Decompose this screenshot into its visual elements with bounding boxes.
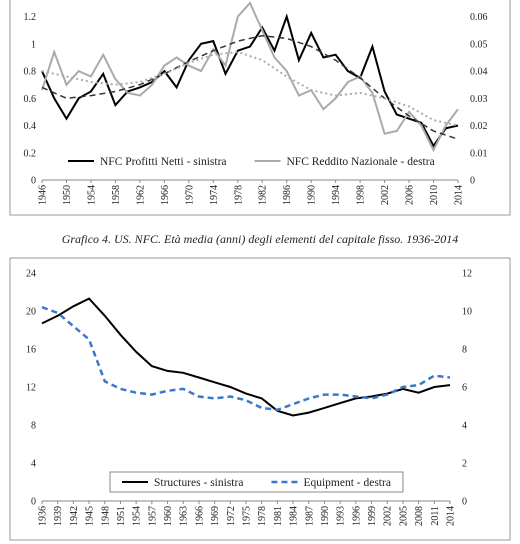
x-tick-label: 1972	[226, 506, 237, 526]
x-tick-label: 1966	[160, 185, 171, 205]
x-tick-label: 1958	[111, 185, 122, 205]
x-tick-label: 2005	[398, 506, 409, 526]
series-line	[41, 1, 459, 153]
y2-tick-label: 8	[462, 345, 467, 356]
y-tick-label: 4	[31, 459, 36, 470]
chart-caption: Grafico 4. US. NFC. Età media (anni) deg…	[62, 232, 459, 246]
x-tick-label: 1993	[336, 506, 347, 526]
x-tick-label: 1999	[367, 506, 378, 526]
series-line	[41, 297, 451, 417]
x-tick-label: 2014	[446, 506, 457, 526]
x-tick-label: 1962	[135, 185, 146, 205]
legend-label: NFC Reddito Nazionale - destra	[287, 156, 435, 168]
x-tick-label: 2002	[383, 506, 394, 526]
x-tick-label: 1946	[38, 185, 49, 205]
y2-tick-label: 10	[462, 307, 472, 318]
x-tick-label: 1998	[356, 185, 367, 205]
y-tick-label: 0.6	[24, 94, 37, 105]
x-tick-label: 1990	[320, 506, 331, 526]
x-tick-label: 1974	[209, 185, 220, 205]
y-tick-label: 0.2	[24, 148, 37, 159]
series-line	[41, 50, 459, 127]
x-tick-label: 1982	[258, 185, 269, 205]
x-tick-label: 2011	[430, 506, 441, 526]
y2-tick-label: 6	[462, 383, 467, 394]
y-tick-label: 20	[26, 307, 36, 318]
y2-tick-label: 4	[462, 421, 467, 432]
y2-tick-label: 2	[462, 459, 467, 470]
x-tick-label: 1951	[116, 506, 127, 526]
y-tick-label: 16	[26, 345, 36, 356]
y-tick-label: 1	[31, 39, 36, 50]
y2-tick-label: 0.01	[470, 148, 488, 159]
x-tick-label: 1960	[163, 506, 174, 526]
y-tick-label: 8	[31, 421, 36, 432]
x-tick-label: 1936	[38, 506, 49, 526]
x-tick-label: 1986	[282, 185, 293, 205]
y-tick-label: 0	[31, 176, 36, 187]
x-tick-label: 1954	[86, 185, 97, 205]
bottom-frame	[9, 257, 511, 541]
y2-tick-label: 0.05	[470, 39, 488, 50]
x-tick-label: 1987	[304, 506, 315, 526]
x-tick-label: 1981	[273, 506, 284, 526]
x-tick-label: 1978	[257, 506, 268, 526]
x-tick-label: 1996	[351, 506, 362, 526]
legend-box	[109, 471, 404, 493]
x-tick-label: 1945	[85, 506, 96, 526]
x-tick-label: 1954	[132, 506, 143, 526]
x-tick-label: 1950	[62, 185, 73, 205]
y2-tick-label: 0.02	[470, 121, 488, 132]
x-tick-label: 2006	[405, 185, 416, 205]
x-tick-label: 2010	[429, 185, 440, 205]
y2-tick-label: 0.03	[470, 94, 488, 105]
x-tick-label: 1939	[53, 506, 64, 526]
x-tick-label: 1966	[194, 506, 205, 526]
legend-label: NFC Profitti Netti - sinistra	[100, 156, 227, 168]
y-tick-label: 24	[26, 269, 36, 280]
x-tick-label: 1994	[331, 185, 342, 205]
x-tick-label: 1975	[242, 506, 253, 526]
series-line	[41, 34, 459, 140]
x-tick-label: 1948	[100, 506, 111, 526]
y-tick-label: 0.4	[24, 121, 37, 132]
x-tick-label: 1957	[147, 506, 158, 526]
x-tick-label: 2002	[380, 185, 391, 205]
y-tick-label: 0.8	[24, 67, 37, 78]
x-tick-label: 1963	[179, 506, 190, 526]
x-tick-label: 1970	[184, 185, 195, 205]
y2-tick-label: 0	[470, 176, 475, 187]
legend-label: Structures - sinistra	[154, 477, 243, 489]
top-frame	[9, 0, 511, 216]
y-tick-label: 12	[26, 383, 36, 394]
y2-tick-label: 0	[462, 497, 467, 508]
x-tick-label: 1969	[210, 506, 221, 526]
legend-label: Equipment - destra	[303, 477, 391, 489]
y2-tick-label: 0.06	[470, 12, 488, 23]
y2-tick-label: 12	[462, 269, 472, 280]
x-tick-label: 2014	[454, 185, 465, 205]
series-line	[41, 13, 459, 148]
x-tick-label: 1978	[233, 185, 244, 205]
y-tick-label: 1.2	[24, 12, 37, 23]
x-tick-label: 2008	[414, 506, 425, 526]
x-tick-label: 1990	[307, 185, 318, 205]
x-tick-label: 1984	[289, 506, 300, 526]
x-tick-label: 1942	[69, 506, 80, 526]
y-tick-label: 0	[31, 497, 36, 508]
y2-tick-label: 0.04	[470, 67, 488, 78]
